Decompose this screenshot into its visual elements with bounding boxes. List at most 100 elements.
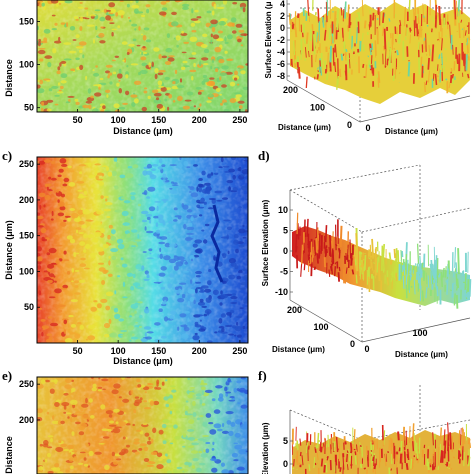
heatmap-speckle bbox=[239, 35, 243, 38]
surface-b-spikes bbox=[288, 0, 471, 94]
heatmap-speckle bbox=[190, 192, 199, 198]
heatmap-speckle bbox=[219, 72, 227, 76]
surface-spike bbox=[445, 35, 448, 38]
surface-spike bbox=[460, 19, 463, 23]
heatmap-speckle bbox=[187, 317, 190, 323]
heatmap-speckle bbox=[211, 26, 216, 33]
heatmap-speckle bbox=[199, 382, 208, 386]
heatmap-speckle bbox=[224, 386, 228, 392]
heatmap-c-ylabel: Distance (μm) bbox=[4, 220, 14, 280]
heatmap-speckle bbox=[65, 101, 70, 104]
heatmap-speckle bbox=[240, 173, 245, 177]
heatmap-speckle bbox=[195, 275, 201, 278]
surface-spike bbox=[321, 17, 325, 28]
heatmap-speckle bbox=[227, 377, 231, 383]
heatmap-speckle bbox=[176, 44, 179, 48]
heatmap-speckle bbox=[233, 77, 238, 81]
heatmap-speckle bbox=[46, 252, 51, 256]
heatmap-speckle bbox=[133, 80, 142, 86]
heatmap-speckle bbox=[71, 450, 78, 453]
heatmap-speckle bbox=[144, 332, 147, 338]
heatmap-speckle bbox=[91, 387, 98, 392]
heatmap-speckle bbox=[208, 198, 217, 200]
heatmap-speckle bbox=[202, 74, 208, 79]
heatmap-speckle bbox=[51, 177, 57, 181]
heatmap-speckle bbox=[87, 324, 96, 329]
surface-spike bbox=[449, 24, 451, 44]
surface-spike bbox=[425, 272, 428, 285]
heatmap-speckle bbox=[201, 305, 208, 308]
heatmap-speckle bbox=[61, 402, 70, 407]
heatmap-speckle bbox=[77, 189, 83, 192]
heatmap-speckle bbox=[50, 322, 58, 327]
heatmap-speckle bbox=[237, 334, 242, 338]
heatmap-speckle bbox=[60, 287, 68, 290]
heatmap-speckle bbox=[106, 9, 111, 12]
heatmap-speckle bbox=[142, 219, 147, 223]
heatmap-speckle bbox=[176, 85, 185, 89]
heatmap-speckle bbox=[168, 243, 177, 247]
heatmap-speckle bbox=[228, 274, 236, 280]
surface-spike bbox=[367, 456, 369, 467]
surface-spike bbox=[453, 0, 457, 20]
x-tick-label: 150 bbox=[151, 115, 166, 125]
heatmap-speckle bbox=[236, 275, 242, 280]
heatmap-speckle bbox=[212, 34, 220, 40]
surface-spike bbox=[390, 438, 394, 448]
surface-spike bbox=[326, 456, 329, 459]
heatmap-speckle bbox=[200, 197, 205, 203]
x-tick-label: 100 bbox=[111, 346, 126, 356]
heatmap-speckle bbox=[165, 0, 170, 3]
heatmap-speckle bbox=[79, 241, 86, 246]
surface-spike bbox=[446, 21, 450, 25]
surface-spike bbox=[324, 235, 326, 254]
heatmap-speckle bbox=[234, 92, 241, 95]
surface-spike bbox=[317, 46, 321, 51]
surface-spike bbox=[339, 68, 342, 78]
heatmap-speckle bbox=[117, 25, 121, 29]
heatmap-speckle bbox=[124, 226, 131, 230]
surface-spike bbox=[392, 74, 396, 81]
surface-spike bbox=[445, 78, 448, 81]
heatmap-speckle bbox=[194, 239, 203, 244]
surface-spike bbox=[349, 239, 352, 259]
heatmap-speckle bbox=[182, 3, 190, 8]
heatmap-speckle bbox=[114, 426, 122, 429]
surface-spike bbox=[316, 432, 320, 449]
heatmap-speckle bbox=[111, 229, 116, 235]
heatmap-speckle bbox=[76, 414, 84, 416]
heatmap-speckle bbox=[114, 290, 117, 295]
heatmap-speckle bbox=[103, 208, 112, 212]
surface-spike bbox=[421, 290, 424, 302]
heatmap-speckle bbox=[115, 421, 119, 425]
heatmap-speckle bbox=[157, 166, 164, 170]
surface-spike bbox=[405, 462, 409, 471]
heatmap-speckle bbox=[55, 2, 59, 7]
surface-spike bbox=[415, 442, 418, 454]
heatmap-speckle bbox=[101, 10, 105, 12]
heatmap-speckle bbox=[111, 170, 117, 177]
surface-spike bbox=[432, 16, 434, 22]
heatmap-speckle bbox=[94, 315, 101, 321]
surface-spike bbox=[371, 262, 373, 271]
heatmap-speckle bbox=[76, 252, 80, 255]
heatmap-speckle bbox=[57, 201, 65, 207]
heatmap-speckle bbox=[48, 273, 55, 278]
heatmap-speckle bbox=[135, 0, 139, 4]
heatmap-speckle bbox=[79, 26, 83, 31]
heatmap-speckle bbox=[144, 270, 149, 275]
heatmap-speckle bbox=[139, 325, 142, 328]
surface-d-zlabel: Surface Elevation (μm) bbox=[261, 199, 270, 286]
surface-spike bbox=[350, 446, 353, 454]
surface-spike bbox=[467, 438, 471, 445]
heatmap-speckle bbox=[98, 262, 104, 265]
surface-spike bbox=[317, 66, 319, 70]
heatmap-speckle bbox=[167, 283, 173, 289]
heatmap-speckle bbox=[222, 197, 228, 200]
heatmap-speckle bbox=[98, 443, 105, 445]
heatmap-speckle bbox=[153, 92, 162, 97]
heatmap-speckle bbox=[121, 377, 125, 380]
heatmap-a-xlabel: Distance (μm) bbox=[113, 126, 173, 136]
heatmap-speckle bbox=[197, 183, 203, 188]
surface-spike bbox=[318, 233, 321, 259]
